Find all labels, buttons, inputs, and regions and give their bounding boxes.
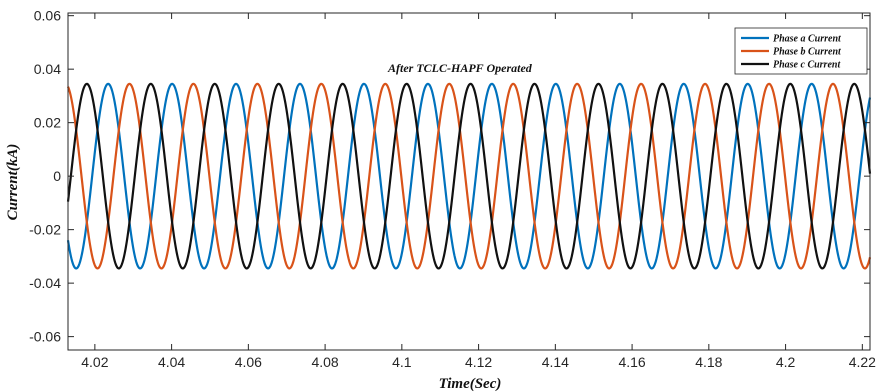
x-tick-label: 4.2 [776, 354, 796, 370]
x-tick-label: 4.22 [849, 354, 876, 370]
x-tick-label: 4.1 [392, 354, 412, 370]
x-ticks: 4.02 4.04 4.06 4.08 4.1 4.12 4.14 4.16 4.18 4.2 4.… [81, 13, 876, 370]
legend-label-2: Phase b Current [773, 47, 842, 58]
series-line-3 [66, 82, 872, 270]
y-tick-label: 0.04 [34, 61, 61, 77]
x-tick-label: 4.08 [311, 354, 338, 370]
y-tick-label: 0.02 [34, 115, 61, 131]
x-tick-label: 4.04 [158, 354, 185, 370]
annotation-text: After TCLC-HAPF Operated [387, 61, 533, 75]
y-tick-label: 0.06 [34, 8, 61, 24]
y-tick-label: 0 [53, 168, 61, 184]
x-tick-label: 4.18 [695, 354, 722, 370]
legend-label-3: Phase c Current [773, 60, 841, 71]
y-tick-label: -0.06 [29, 329, 61, 345]
legend-label-1: Phase a Current [773, 34, 842, 45]
y-axis-label: Current(kA) [5, 144, 21, 221]
series-line-1 [66, 82, 872, 270]
x-axis-label: Time(Sec) [439, 376, 502, 392]
x-tick-label: 4.14 [542, 354, 569, 370]
y-tick-label: -0.04 [29, 275, 61, 291]
x-tick-label: 4.12 [465, 354, 492, 370]
x-tick-label: 4.06 [235, 354, 262, 370]
series-layer [66, 82, 872, 270]
x-tick-label: 4.02 [81, 354, 108, 370]
x-tick-label: 4.16 [618, 354, 645, 370]
series-line-2 [66, 82, 872, 270]
y-ticks: 0.06 0.04 0.02 0 -0.02 -0.04 -0.06 [29, 8, 870, 345]
plot-frame [67, 12, 871, 351]
legend: Phase a Current Phase b Current Phase c Cu… [734, 27, 868, 75]
y-tick-label: -0.02 [29, 222, 61, 238]
